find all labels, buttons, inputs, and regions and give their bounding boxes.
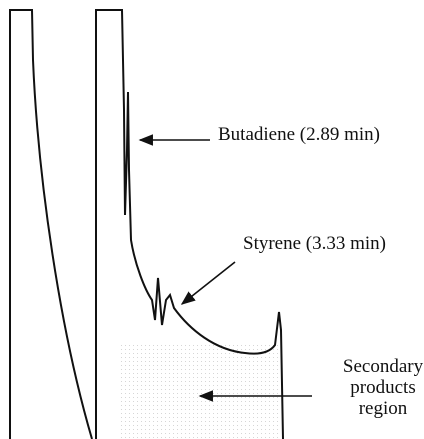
region-label: Secondary bbox=[343, 356, 424, 377]
sample-trace bbox=[95, 9, 284, 439]
butadiene-label: Butadiene (2.89 min) bbox=[218, 124, 380, 145]
region-label: products bbox=[350, 377, 415, 398]
solvent-peak bbox=[9, 9, 93, 439]
styrene-arrow bbox=[180, 261, 236, 305]
stippled-region bbox=[120, 345, 280, 439]
styrene-label: Styrene (3.33 min) bbox=[243, 233, 386, 254]
region-label: region bbox=[359, 398, 408, 419]
